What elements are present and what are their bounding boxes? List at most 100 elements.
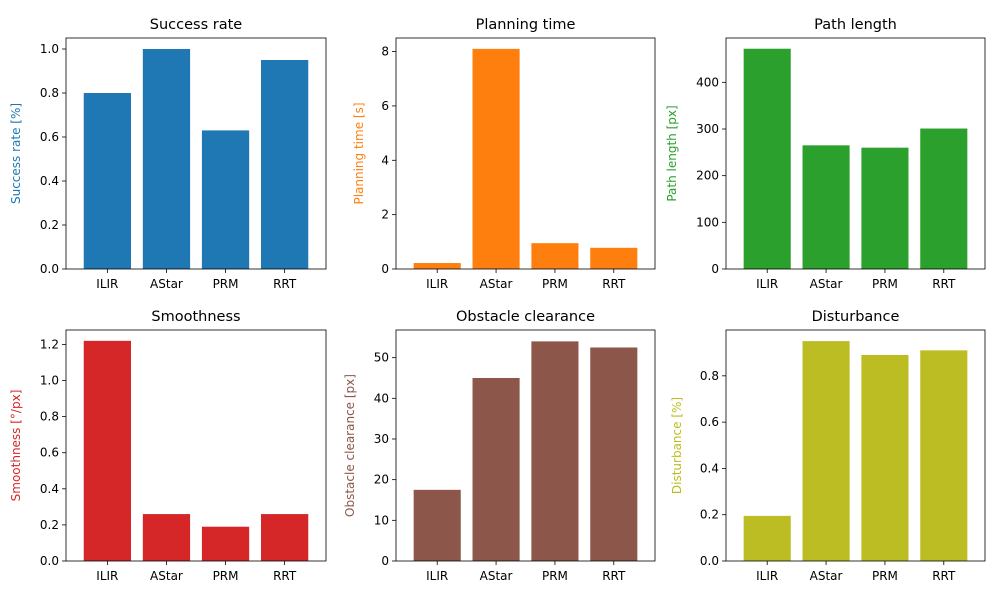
disturbance-ytick-label: 0.2	[700, 508, 719, 522]
path-length-ytick-label: 200	[696, 169, 719, 183]
obstacle-clearance-xtick-label: AStar	[480, 569, 513, 583]
success-rate-axes-frame	[65, 37, 327, 270]
path-length-ytick-label: 300	[696, 122, 719, 136]
obstacle-clearance-ytick-label: 30	[374, 432, 389, 446]
obstacle-clearance-xtick-label: PRM	[542, 569, 568, 583]
planning-time-bar-ilir	[413, 263, 461, 269]
path-length-ylabel: Path length [px]	[665, 105, 679, 201]
success-rate-ytick-label: 0.8	[40, 86, 59, 100]
path-length-bar-prm	[861, 147, 909, 269]
path-length-xtick-label: ILIR	[756, 277, 778, 291]
success-rate-xtick-label: ILIR	[96, 277, 118, 291]
obstacle-clearance-bar-prm	[531, 341, 579, 561]
path-length-bar-astar	[802, 145, 850, 269]
smoothness-bar-prm	[201, 526, 250, 561]
success-rate-xtick-label: AStar	[150, 277, 183, 291]
planning-time-ytick-label: 8	[381, 45, 389, 59]
smoothness-xtick-label: PRM	[213, 569, 239, 583]
success-rate-ytick-label: 0.4	[40, 174, 59, 188]
disturbance-panel: ILIR AStar PRM RRT 0.0 0.2 0.4 0.6 0.8 Disturbanc…	[670, 309, 986, 583]
planning-time-bar-prm	[531, 243, 579, 269]
obstacle-clearance-ytick-label: 10	[374, 513, 389, 527]
smoothness-axes-frame	[65, 329, 327, 562]
path-length-ytick-label: 400	[696, 75, 719, 89]
success-rate-ytick-label: 0.6	[40, 130, 59, 144]
path-length-xtick-label: AStar	[810, 277, 843, 291]
success-rate-xtick-label: PRM	[213, 277, 239, 291]
smoothness-ytick-label: 0.8	[40, 410, 59, 424]
disturbance-bar-rrt	[920, 350, 968, 561]
path-length-ytick-label: 0	[711, 262, 719, 276]
obstacle-clearance-xtick-label: ILIR	[426, 569, 448, 583]
planning-time-bar-rrt	[590, 247, 638, 269]
disturbance-xtick-label: ILIR	[756, 569, 778, 583]
smoothness-ylabel: Smoothness [°/px]	[9, 390, 23, 502]
success-rate-ylabel: Success rate [%]	[9, 103, 23, 204]
smoothness-panel: ILIR AStar PRM RRT 0.0 0.2 0.4 0.6 0.8 1.0 1.2 Smoo…	[9, 309, 327, 583]
planning-time-axes-frame	[395, 37, 656, 270]
disturbance-xtick-label: PRM	[872, 569, 898, 583]
path-length-ytick-label: 100	[696, 215, 719, 229]
success-rate-bar-ilir	[83, 93, 131, 269]
smoothness-xtick-label: ILIR	[96, 569, 118, 583]
smoothness-ytick-label: 0.6	[40, 446, 59, 460]
smoothness-xtick-label: RRT	[273, 569, 297, 583]
path-length-xtick-label: RRT	[932, 277, 956, 291]
planning-time-xtick-label: AStar	[480, 277, 513, 291]
smoothness-xtick-label: AStar	[150, 569, 183, 583]
success-rate-title: Success rate	[150, 17, 243, 33]
path-length-xtick-label: PRM	[872, 277, 898, 291]
smoothness-title: Smoothness	[151, 309, 240, 325]
path-length-axes-frame	[725, 37, 986, 270]
obstacle-clearance-bar-ilir	[413, 489, 461, 561]
smoothness-ytick-label: 1.2	[40, 337, 59, 351]
obstacle-clearance-xtick-label: RRT	[602, 569, 626, 583]
planning-time-title: Planning time	[476, 17, 576, 33]
success-rate-ytick-label: 0.0	[40, 262, 59, 276]
disturbance-ytick-label: 0.8	[700, 369, 719, 383]
smoothness-ytick-label: 0.2	[40, 518, 59, 532]
planning-time-ytick-label: 0	[381, 262, 389, 276]
success-rate-panel: ILIR AStar PRM RRT 0.0 0.2 0.4 0.6 0.8 1.0 Success…	[9, 17, 327, 291]
smoothness-ytick-label: 1.0	[40, 374, 59, 388]
obstacle-clearance-title: Obstacle clearance	[456, 309, 595, 325]
disturbance-xtick-label: AStar	[810, 569, 843, 583]
planning-time-ylabel: Planning time [s]	[352, 102, 366, 204]
planning-time-ytick-label: 6	[381, 99, 389, 113]
planning-time-xtick-label: PRM	[542, 277, 568, 291]
disturbance-title: Disturbance	[812, 309, 900, 325]
disturbance-ytick-label: 0.4	[700, 461, 719, 475]
path-length-bar-ilir	[743, 48, 791, 269]
planning-time-bar-astar	[472, 48, 520, 269]
disturbance-ytick-label: 0.0	[700, 554, 719, 568]
success-rate-bar-rrt	[261, 60, 309, 269]
smoothness-bar-ilir	[83, 340, 131, 561]
success-rate-ytick-label: 0.2	[40, 218, 59, 232]
planning-time-panel: ILIR AStar PRM RRT 0 2 4 6 8 Planning time Plannin…	[352, 17, 656, 291]
disturbance-bar-astar	[802, 341, 850, 561]
success-rate-bar-prm	[201, 130, 250, 269]
success-rate-ytick-label: 1.0	[40, 42, 59, 56]
success-rate-xtick-label: RRT	[273, 277, 297, 291]
success-rate-bar-astar	[142, 49, 191, 269]
obstacle-clearance-ylabel: Obstacle clearance [px]	[343, 374, 357, 517]
planning-time-xtick-label: ILIR	[426, 277, 448, 291]
smoothness-ytick-label: 0.4	[40, 482, 59, 496]
obstacle-clearance-bar-astar	[472, 377, 520, 561]
planning-time-ytick-label: 4	[381, 153, 389, 167]
obstacle-clearance-bar-rrt	[590, 347, 638, 561]
path-length-bar-rrt	[920, 128, 968, 269]
disturbance-ylabel: Disturbance [%]	[670, 397, 684, 494]
obstacle-clearance-panel: ILIR AStar PRM RRT 0 10 20 30 40 50 Obstacle clear…	[343, 309, 656, 583]
disturbance-bar-prm	[861, 354, 909, 561]
obstacle-clearance-axes-frame	[395, 329, 656, 562]
smoothness-bar-rrt	[261, 514, 309, 561]
obstacle-clearance-ytick-label: 0	[381, 554, 389, 568]
smoothness-bar-astar	[142, 514, 191, 561]
disturbance-bar-ilir	[743, 515, 791, 561]
obstacle-clearance-ytick-label: 40	[374, 391, 389, 405]
path-length-panel: ILIR AStar PRM RRT 0 100 200 300 400 Path length P…	[665, 17, 986, 291]
smoothness-ytick-label: 0.0	[40, 554, 59, 568]
path-length-title: Path length	[814, 17, 897, 33]
